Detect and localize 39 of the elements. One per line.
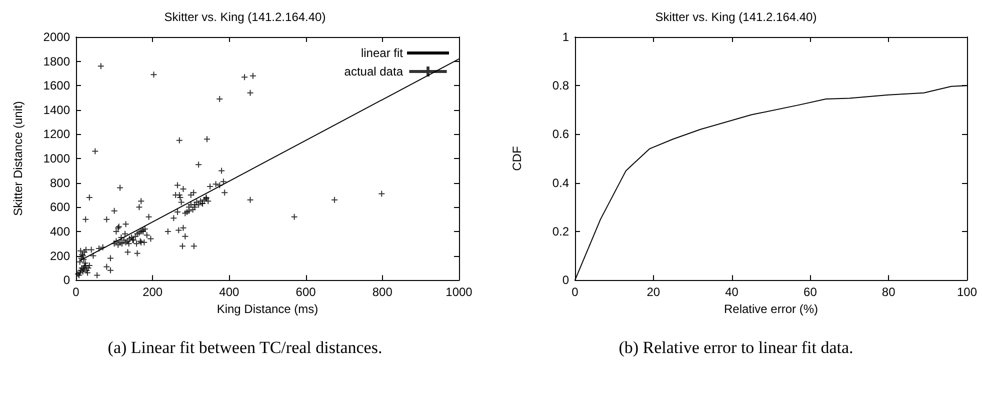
x-tick-label: 60 xyxy=(804,285,818,300)
y-tick-label: 1800 xyxy=(43,54,70,68)
y-tick-label: 0 xyxy=(562,273,570,288)
chart-title: Skitter vs. King (141.2.164.40) xyxy=(655,10,817,24)
x-tick-label: 0 xyxy=(72,285,80,300)
x-tick-label: 20 xyxy=(646,285,660,300)
y-tick-label: 600 xyxy=(50,200,70,214)
x-tick-label: 400 xyxy=(219,285,240,300)
y-tick-label: 0.2 xyxy=(552,224,570,238)
x-tick-label: 80 xyxy=(882,285,896,300)
chart-title: Skitter vs. King (141.2.164.40) xyxy=(164,10,326,24)
x-tick-label: 200 xyxy=(142,285,163,300)
legend-label: linear fit xyxy=(360,46,404,60)
x-tick-label: 800 xyxy=(372,285,393,300)
y-tick-label: 400 xyxy=(50,224,70,238)
y-tick-label: 200 xyxy=(50,248,70,263)
y-tick-label: 1400 xyxy=(43,102,70,117)
x-tick-label: 0 xyxy=(572,285,579,300)
y-tick-label: 2000 xyxy=(43,30,70,44)
y-tick-label: 0.8 xyxy=(552,78,570,93)
legend-label: actual data xyxy=(344,64,404,78)
y-tick-label: 1 xyxy=(562,30,570,44)
y-tick-label: 1000 xyxy=(43,152,70,166)
y-tick-label: 1200 xyxy=(43,127,70,142)
text: (a) Linear fit between TC/real distances. xyxy=(106,338,384,358)
x-axis-title: King Distance (ms) xyxy=(216,302,318,316)
x-axis-title: Relative error (%) xyxy=(724,302,818,316)
y-tick-label: 0 xyxy=(63,273,70,288)
x-tick-label: 600 xyxy=(296,285,316,300)
y-tick-label: 0.4 xyxy=(552,176,570,190)
y-axis-title: CDF xyxy=(510,146,524,171)
text: (b) Relative error to linear fit data. xyxy=(618,338,854,358)
y-tick-label: 800 xyxy=(50,176,70,190)
y-axis-title: Skitter Distance (unit) xyxy=(11,101,25,216)
y-tick-label: 0.6 xyxy=(552,127,570,142)
x-tick-label: 100 xyxy=(956,285,978,300)
x-tick-label: 40 xyxy=(725,285,739,300)
x-tick-label: 1000 xyxy=(446,285,473,300)
y-tick-label: 1600 xyxy=(43,78,70,93)
